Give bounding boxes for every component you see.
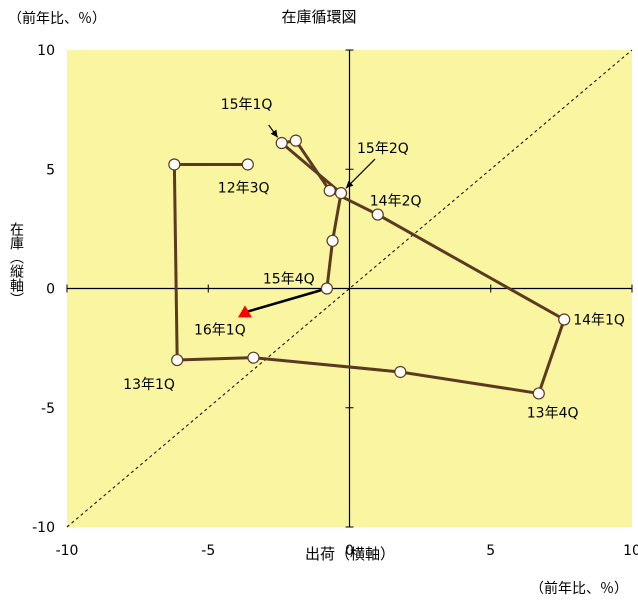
cycle-segment	[251, 356, 402, 374]
y-tick-label: 5	[46, 162, 55, 178]
data-point-marker	[289, 134, 302, 147]
label-arrowhead	[345, 180, 354, 189]
data-point-marker	[247, 351, 260, 364]
x-tick-label: 0	[345, 543, 354, 559]
chart-title: 在庫循環図	[281, 8, 357, 26]
data-point-marker	[334, 187, 348, 200]
data-point-marker	[323, 184, 336, 197]
cycle-segment	[376, 213, 566, 322]
x-axis-unit: （前年比、％）	[530, 581, 628, 597]
cycle-segment	[325, 239, 335, 290]
data-point-marker	[532, 387, 545, 400]
label-arrowhead	[270, 129, 278, 138]
y-tick-label: -10	[32, 520, 55, 536]
point-label: 13年4Q	[527, 405, 579, 421]
y-axis-title: 在庫（縦軸）	[8, 222, 24, 306]
y-axis-unit: （前年比、％）	[8, 11, 106, 27]
data-point-marker	[168, 158, 181, 171]
data-point-marker	[171, 353, 184, 367]
x-tick-label: 10	[623, 543, 638, 559]
cycle-segment	[331, 191, 343, 243]
data-point-marker	[275, 136, 288, 150]
point-label: 16年1Q	[194, 322, 246, 338]
point-label: 14年1Q	[573, 313, 625, 329]
latest-point-marker	[237, 305, 252, 318]
cycle-segment	[537, 318, 566, 395]
data-point-marker	[371, 208, 384, 221]
point-label: 15年4Q	[263, 272, 315, 288]
point-label: 12年3Q	[218, 180, 270, 196]
cycle-segment	[172, 162, 179, 362]
point-label: 15年1Q	[221, 97, 273, 113]
cycle-segment	[280, 141, 343, 195]
x-tick-label: 5	[486, 543, 495, 559]
point-label: 14年2Q	[370, 194, 422, 210]
data-point-marker	[320, 282, 333, 295]
y-tick-label: 0	[46, 282, 55, 298]
x-tick-label: -10	[56, 543, 79, 559]
data-point-marker	[241, 158, 254, 171]
data-point-marker	[326, 234, 339, 247]
cycle-segment	[294, 139, 332, 193]
cycle-segment	[175, 356, 255, 362]
latest-segment	[243, 287, 329, 314]
y-tick-label: 10	[37, 43, 55, 59]
data-point-marker	[394, 365, 407, 379]
point-label: 15年2Q	[357, 141, 409, 157]
x-tick-label: -5	[201, 543, 215, 559]
x-axis-title: 出荷（横軸）	[304, 545, 395, 563]
cycle-segment	[398, 370, 541, 395]
y-tick-label: -5	[41, 401, 55, 417]
data-point-marker	[558, 313, 571, 326]
point-label: 13年1Q	[123, 377, 175, 393]
